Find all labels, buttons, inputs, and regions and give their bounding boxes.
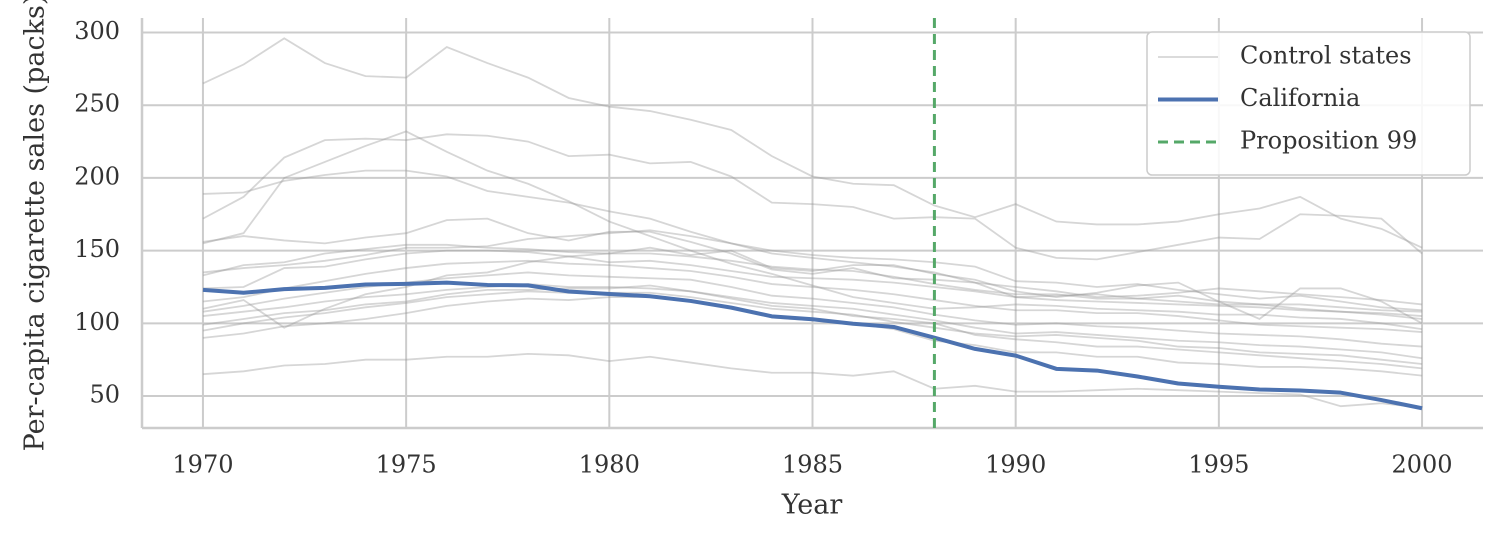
control-state-line <box>202 229 1423 306</box>
legend: Control states California Proposition 99 <box>1146 31 1471 176</box>
control-state-line <box>202 246 1423 329</box>
y-tick-label: 250 <box>74 90 120 118</box>
control-state-line <box>202 259 1423 333</box>
control-state-line <box>202 130 1423 331</box>
control-state-line <box>202 352 1423 409</box>
y-axis-label: Per-capita cigarette sales (packs) <box>20 0 51 451</box>
legend-label: Proposition 99 <box>1240 127 1417 155</box>
legend-box <box>1146 31 1471 176</box>
control-state-line <box>202 133 1423 261</box>
x-tick-label: 1985 <box>782 451 843 479</box>
y-tick-label: 200 <box>74 162 120 190</box>
legend-label: Control states <box>1240 42 1412 70</box>
x-tick-label: 1975 <box>376 451 437 479</box>
x-axis-label: Year <box>781 490 843 521</box>
legend-label: California <box>1240 84 1360 112</box>
control-state-line <box>202 290 1423 365</box>
x-tick-label: 1980 <box>579 451 640 479</box>
y-tick-label: 150 <box>74 235 120 263</box>
control-state-line <box>202 217 1423 317</box>
california-line <box>202 280 1423 411</box>
control-state-line <box>202 243 1423 320</box>
control-state-line <box>202 283 1423 360</box>
control-state-line <box>202 284 1423 370</box>
x-tick-label: 1990 <box>985 451 1046 479</box>
y-tick-label: 300 <box>74 17 120 45</box>
x-tick-label: 1995 <box>1188 451 1249 479</box>
control-state-line <box>202 37 1423 249</box>
y-tick-label: 50 <box>89 381 120 409</box>
x-tick-label: 2000 <box>1392 451 1453 479</box>
y-tick-label: 100 <box>74 308 120 336</box>
x-tick-label: 1970 <box>172 451 233 479</box>
control-state-line <box>202 249 1423 313</box>
control-state-line <box>202 169 1423 312</box>
